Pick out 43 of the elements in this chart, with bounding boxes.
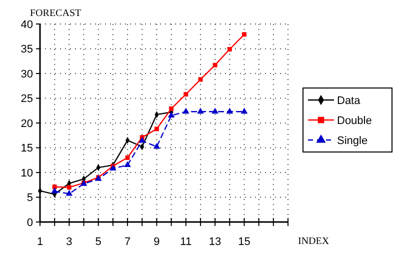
- point: [168, 112, 175, 118]
- x-tick-label: 13: [208, 236, 222, 248]
- point: [240, 108, 248, 114]
- point: [197, 108, 204, 114]
- x-tick-label: 3: [66, 236, 72, 248]
- x-tick-label: 11: [180, 236, 192, 248]
- point: [212, 108, 218, 114]
- point: [52, 184, 57, 190]
- x-tick-label: 5: [95, 236, 102, 248]
- y-tick-label: 0: [26, 216, 33, 229]
- y-tick-label: 30: [20, 68, 33, 80]
- x-tick-label: 7: [124, 236, 131, 248]
- point: [242, 32, 246, 37]
- point: [212, 62, 218, 68]
- legend-label: Double: [337, 114, 372, 127]
- point: [226, 108, 234, 114]
- point: [66, 185, 72, 190]
- legend-label: Single: [337, 134, 368, 147]
- point: [153, 142, 160, 149]
- y-tick-label: 5: [26, 192, 33, 204]
- point: [51, 187, 58, 194]
- y-axis-title: FORECAST: [30, 8, 82, 19]
- legend-label: Data: [337, 94, 362, 107]
- y-tick-label: 25: [20, 93, 33, 106]
- y-tick-label: 35: [20, 44, 33, 56]
- point: [154, 126, 159, 132]
- point: [125, 155, 130, 160]
- point: [124, 161, 131, 168]
- point: [227, 47, 232, 52]
- x-tick-label: 15: [238, 236, 250, 248]
- point: [66, 190, 73, 196]
- x-tick-label: 1: [36, 236, 44, 248]
- point: [184, 92, 188, 97]
- x-axis-title: INDEX: [298, 236, 330, 247]
- point: [198, 77, 203, 82]
- point: [138, 136, 146, 143]
- y-tick-label: 10: [20, 167, 33, 180]
- x-tick-label: 9: [154, 236, 160, 248]
- point: [169, 106, 174, 111]
- y-tick-label: 40: [20, 18, 33, 31]
- y-tick-label: 15: [20, 142, 33, 155]
- point: [182, 108, 190, 114]
- y-tick-label: 20: [20, 118, 33, 130]
